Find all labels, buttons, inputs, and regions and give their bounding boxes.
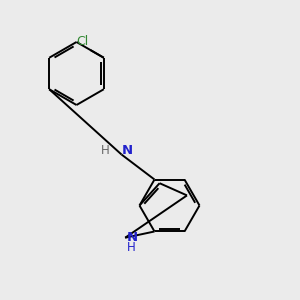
Text: H: H [101,144,110,158]
Text: Cl: Cl [76,35,89,48]
Text: N: N [127,231,138,244]
Text: N: N [122,144,133,158]
Text: H: H [127,241,135,254]
